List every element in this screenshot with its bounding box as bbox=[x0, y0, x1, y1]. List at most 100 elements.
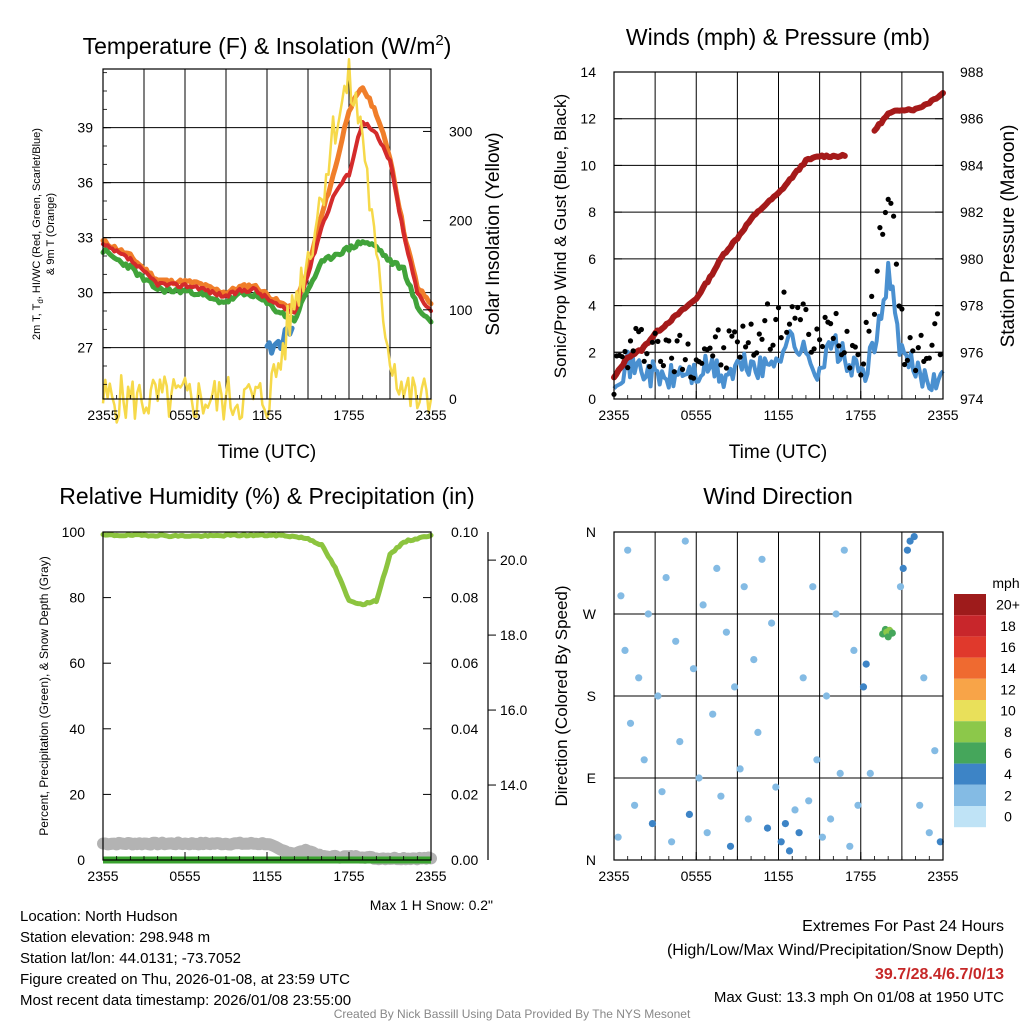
temperature-y-axis-label-line1: 2m T, Td, HI/WC (Red, Green, Scarlet/Blu… bbox=[31, 128, 45, 340]
wind-direction-point bbox=[777, 838, 785, 846]
wind-direction-point bbox=[631, 801, 639, 809]
snow-y-tick-label: 18.0 bbox=[500, 627, 527, 643]
gust-point bbox=[904, 357, 911, 363]
winds-x-tick-label: 0555 bbox=[681, 407, 712, 423]
gust-point bbox=[748, 321, 754, 327]
temperature-x-tick-label: 1755 bbox=[333, 407, 364, 423]
gust-point bbox=[740, 323, 746, 329]
wind-direction-point bbox=[644, 610, 652, 618]
wind-direction-point bbox=[805, 797, 813, 805]
gust-point bbox=[630, 348, 636, 354]
wind-direction-point bbox=[685, 810, 694, 819]
wind-direction-point bbox=[736, 765, 744, 773]
wind-y-tick-label: 0 bbox=[588, 391, 596, 407]
humidity-x-tick-label: 2355 bbox=[87, 868, 118, 884]
winds-x-tick-label: 1155 bbox=[763, 407, 793, 423]
wind-direction-point bbox=[648, 820, 657, 828]
gust-point bbox=[902, 361, 908, 368]
gust-point bbox=[784, 329, 790, 335]
direction-x-tick-label: 2355 bbox=[927, 868, 958, 884]
gust-point bbox=[844, 328, 850, 334]
gust-point bbox=[926, 355, 932, 361]
gust-point bbox=[715, 327, 721, 333]
wind-direction-point bbox=[672, 637, 680, 645]
gust-point bbox=[745, 340, 751, 346]
wind-direction-point bbox=[640, 756, 648, 764]
legend-label: 10 bbox=[1000, 703, 1016, 719]
gust-point bbox=[932, 321, 938, 327]
temperature-series-line bbox=[101, 120, 433, 315]
solar-y-tick-label: 300 bbox=[449, 123, 473, 139]
gust-point bbox=[622, 348, 628, 355]
direction-y-tick-label: N bbox=[586, 852, 596, 868]
direction-x-tick-label: 2355 bbox=[598, 868, 629, 884]
gust-point bbox=[627, 338, 634, 344]
wind-direction-point bbox=[936, 838, 944, 846]
humidity-x-tick-label: 0555 bbox=[169, 868, 200, 884]
gust-point bbox=[732, 329, 738, 335]
solar-y-tick-label: 100 bbox=[449, 302, 473, 318]
pressure-y-tick-label: 976 bbox=[960, 344, 984, 360]
temperature-x-tick-label: 0555 bbox=[169, 407, 200, 423]
info-elevation: Station elevation: 298.948 m bbox=[20, 929, 211, 946]
wind-direction-point bbox=[931, 747, 939, 755]
gust-point bbox=[907, 335, 913, 341]
direction-y-tick-label: N bbox=[586, 524, 596, 540]
wind-direction-point bbox=[768, 619, 776, 627]
snow-y-tick-label: 20.0 bbox=[500, 552, 527, 568]
direction-x-tick-label: 1755 bbox=[845, 868, 876, 884]
temperature-series-line bbox=[264, 325, 295, 356]
wind-direction-point bbox=[726, 842, 735, 850]
gust-point bbox=[644, 351, 650, 357]
gust-point bbox=[641, 358, 647, 364]
gust-point bbox=[759, 336, 765, 342]
wind-direction-point bbox=[713, 564, 721, 573]
wind-direction-point bbox=[699, 601, 707, 609]
gust-point bbox=[674, 338, 680, 344]
gust-point bbox=[863, 319, 869, 325]
gust-point bbox=[899, 306, 905, 312]
legend-swatch bbox=[954, 657, 986, 679]
wind-direction-point bbox=[903, 546, 912, 554]
legend-swatch bbox=[954, 763, 986, 785]
gust-point bbox=[756, 331, 762, 337]
speed-color-legend: mph 20+ 18 16 14 12 10 8 6 4 2 0 bbox=[954, 575, 1020, 828]
wind-direction-point bbox=[813, 756, 821, 764]
humidity-panel: Relative Humidity (%) & Precipitation (i… bbox=[37, 483, 527, 913]
temperature-chart-title: Temperature (F) & Insolation (W/m2) bbox=[83, 32, 452, 59]
gust-point bbox=[918, 332, 924, 338]
gust-point bbox=[915, 345, 921, 351]
gust-point bbox=[685, 341, 691, 347]
legend-label: 20+ bbox=[996, 597, 1020, 613]
gust-point bbox=[882, 209, 889, 216]
gust-point bbox=[860, 361, 867, 367]
legend-swatch bbox=[954, 594, 986, 616]
wind-direction-point bbox=[809, 583, 817, 591]
winds-x-tick-label: 1755 bbox=[845, 407, 876, 423]
gust-point bbox=[647, 364, 653, 370]
gust-point bbox=[789, 304, 795, 310]
temperature-y-tick-label: 33 bbox=[77, 230, 93, 246]
gust-point bbox=[743, 344, 749, 350]
gust-point bbox=[666, 338, 672, 344]
precip-y-tick-label: 0.00 bbox=[451, 852, 478, 868]
wind-direction-point bbox=[689, 665, 698, 673]
wind-direction-point bbox=[818, 833, 827, 841]
wind-y-tick-label: 10 bbox=[580, 157, 596, 173]
legend-label: 18 bbox=[1000, 618, 1016, 634]
temperature-y-tick-label: 39 bbox=[77, 120, 93, 136]
humidity-chart-title: Relative Humidity (%) & Precipitation (i… bbox=[59, 483, 474, 509]
temperature-y-axis-label-line2: & 9m T (Orange) bbox=[45, 193, 57, 275]
gust-point bbox=[792, 315, 798, 321]
gust-point bbox=[806, 331, 812, 337]
wind-direction-point bbox=[832, 610, 840, 618]
gust-point bbox=[718, 362, 724, 368]
wind-direction-point bbox=[635, 674, 643, 682]
wind-direction-point bbox=[920, 674, 928, 682]
legend-label: 4 bbox=[1004, 766, 1012, 782]
winds-chart-title: Winds (mph) & Pressure (mb) bbox=[626, 24, 930, 50]
gust-point bbox=[885, 196, 891, 202]
extremes-title: Extremes For Past 24 Hours bbox=[802, 918, 1004, 935]
humidity-x-tick-label: 1155 bbox=[252, 868, 282, 884]
